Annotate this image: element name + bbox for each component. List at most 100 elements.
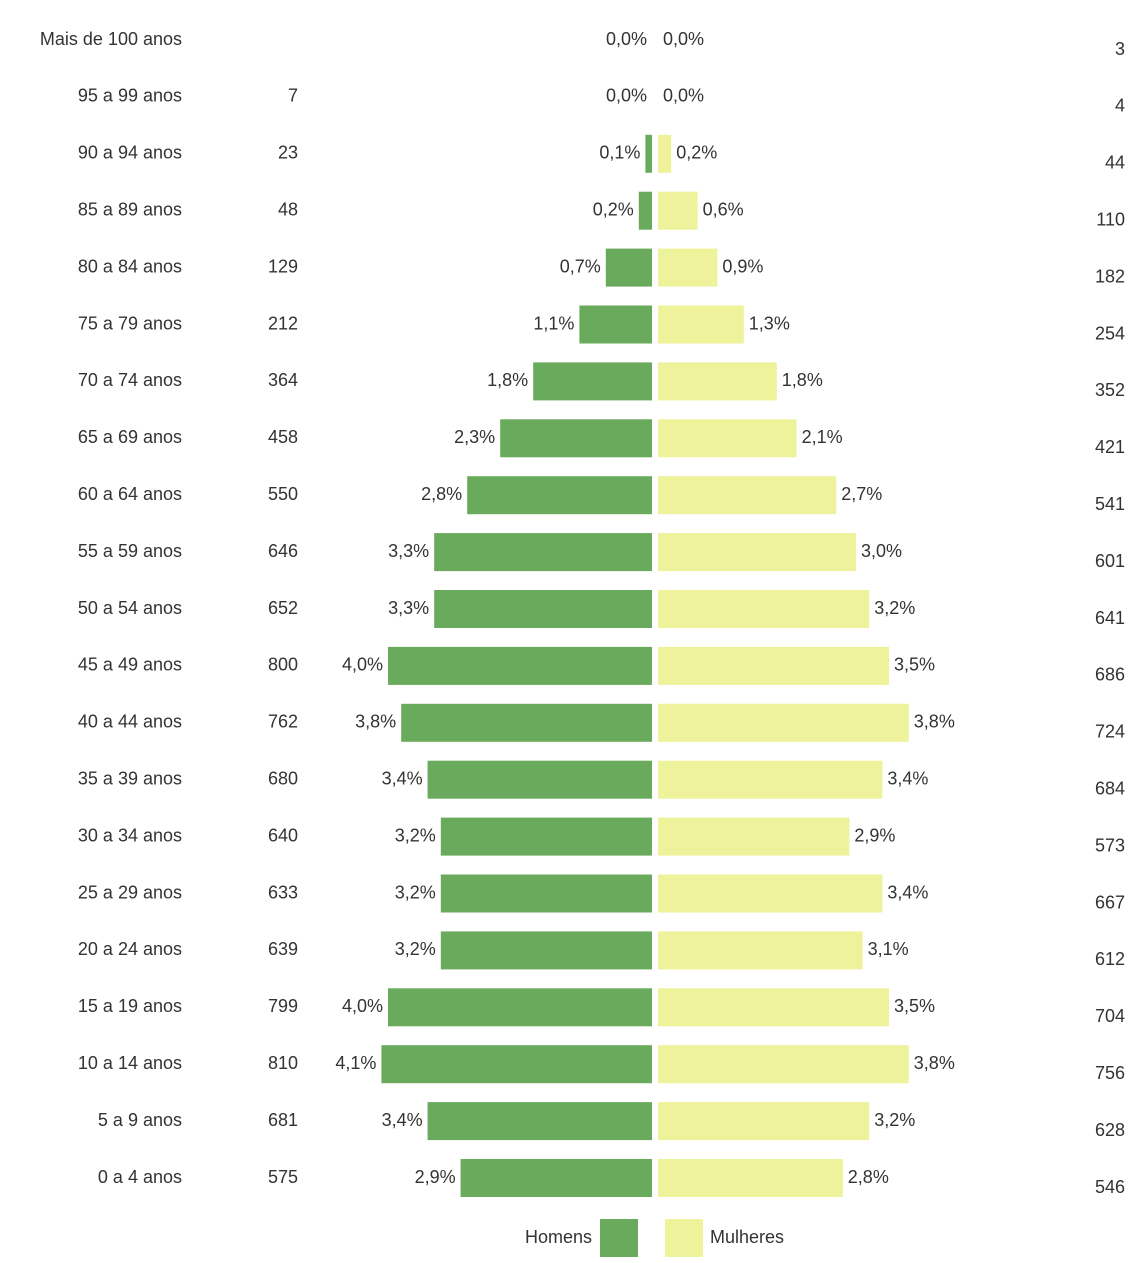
value-label: 3,8%	[914, 1053, 955, 1073]
bar	[388, 646, 652, 685]
count-label: 680	[268, 768, 298, 788]
value-label: 0,1%	[599, 143, 640, 163]
count-label: 800	[268, 655, 298, 675]
count-label: 684	[1095, 778, 1125, 798]
value-label: 0,6%	[703, 199, 744, 219]
bar	[658, 988, 889, 1027]
value-label: 3,2%	[874, 1110, 915, 1130]
bar	[658, 874, 883, 913]
value-label: 0,0%	[606, 86, 647, 106]
count-label: 546	[1095, 1177, 1125, 1197]
count-label: 352	[1095, 380, 1125, 400]
value-label: 1,3%	[749, 313, 790, 333]
value-label: 3,5%	[894, 996, 935, 1016]
count-label: 667	[1095, 892, 1125, 912]
category-label: 50 a 54 anos	[78, 598, 182, 618]
bar	[440, 874, 652, 913]
category-label: 30 a 34 anos	[78, 825, 182, 845]
count-label: 646	[268, 541, 298, 561]
bar	[658, 1045, 909, 1084]
bar	[658, 134, 672, 173]
legend-label: Homens	[525, 1227, 592, 1247]
value-label: 3,4%	[382, 768, 423, 788]
count-label: 601	[1095, 551, 1125, 571]
count-label: 182	[1095, 266, 1125, 286]
count-label: 550	[268, 484, 298, 504]
value-label: 0,7%	[560, 256, 601, 276]
value-label: 3,8%	[914, 712, 955, 732]
value-label: 3,4%	[887, 768, 928, 788]
count-label: 640	[268, 825, 298, 845]
bar	[500, 419, 652, 458]
bar	[434, 533, 652, 572]
count-label: 541	[1095, 494, 1125, 514]
value-label: 3,2%	[395, 825, 436, 845]
count-label: 23	[278, 143, 298, 163]
category-label: 40 a 44 anos	[78, 712, 182, 732]
bar	[579, 305, 652, 344]
count-label: 7	[288, 86, 298, 106]
value-label: 2,3%	[454, 427, 495, 447]
count-label: 212	[268, 313, 298, 333]
value-label: 0,9%	[722, 256, 763, 276]
count-label: 641	[1095, 608, 1125, 628]
bar	[605, 248, 652, 287]
bar	[658, 476, 837, 515]
value-label: 3,8%	[355, 712, 396, 732]
bar	[658, 1102, 870, 1141]
category-label: 95 a 99 anos	[78, 86, 182, 106]
legend-swatch	[600, 1219, 638, 1257]
bar	[388, 988, 652, 1027]
bar	[645, 134, 652, 173]
legend-swatch	[665, 1219, 703, 1257]
bar	[658, 590, 870, 628]
bar	[658, 1159, 843, 1197]
bar	[427, 1102, 652, 1141]
category-label: 70 a 74 anos	[78, 370, 182, 390]
bar	[638, 191, 652, 230]
count-label: 129	[268, 256, 298, 276]
count-label: 686	[1095, 665, 1125, 685]
category-label: 60 a 64 anos	[78, 484, 182, 504]
bar	[658, 419, 797, 458]
count-label: 573	[1095, 835, 1125, 855]
bar	[658, 760, 883, 799]
bar	[658, 362, 777, 401]
value-label: 4,1%	[335, 1053, 376, 1073]
bar	[533, 362, 652, 401]
value-label: 2,9%	[854, 825, 895, 845]
count-label: 724	[1095, 722, 1125, 742]
count-label: 704	[1095, 1006, 1125, 1026]
value-label: 0,2%	[593, 199, 634, 219]
count-label: 681	[268, 1110, 298, 1130]
value-label: 2,1%	[802, 427, 843, 447]
count-label: 652	[268, 598, 298, 618]
category-label: 0 a 4 anos	[98, 1167, 182, 1187]
category-label: 75 a 79 anos	[78, 313, 182, 333]
value-label: 3,2%	[874, 598, 915, 618]
category-label: 65 a 69 anos	[78, 427, 182, 447]
count-label: 810	[268, 1053, 298, 1073]
value-label: 2,8%	[848, 1167, 889, 1187]
value-label: 3,5%	[894, 655, 935, 675]
category-label: 55 a 59 anos	[78, 541, 182, 561]
category-label: 45 a 49 anos	[78, 655, 182, 675]
count-label: 612	[1095, 949, 1125, 969]
value-label: 2,8%	[421, 484, 462, 504]
bar	[434, 590, 652, 628]
value-label: 0,0%	[606, 29, 647, 49]
count-label: 633	[268, 882, 298, 902]
category-label: 15 a 19 anos	[78, 996, 182, 1016]
value-label: 4,0%	[342, 996, 383, 1016]
count-label: 254	[1095, 323, 1125, 343]
value-label: 1,8%	[487, 370, 528, 390]
bar	[401, 703, 652, 742]
value-label: 1,8%	[782, 370, 823, 390]
bar	[440, 931, 652, 970]
count-label: 4	[1115, 96, 1125, 116]
count-label: 110	[1096, 209, 1125, 229]
bar	[658, 931, 863, 970]
count-label: 575	[268, 1167, 298, 1187]
count-label: 756	[1095, 1063, 1125, 1083]
